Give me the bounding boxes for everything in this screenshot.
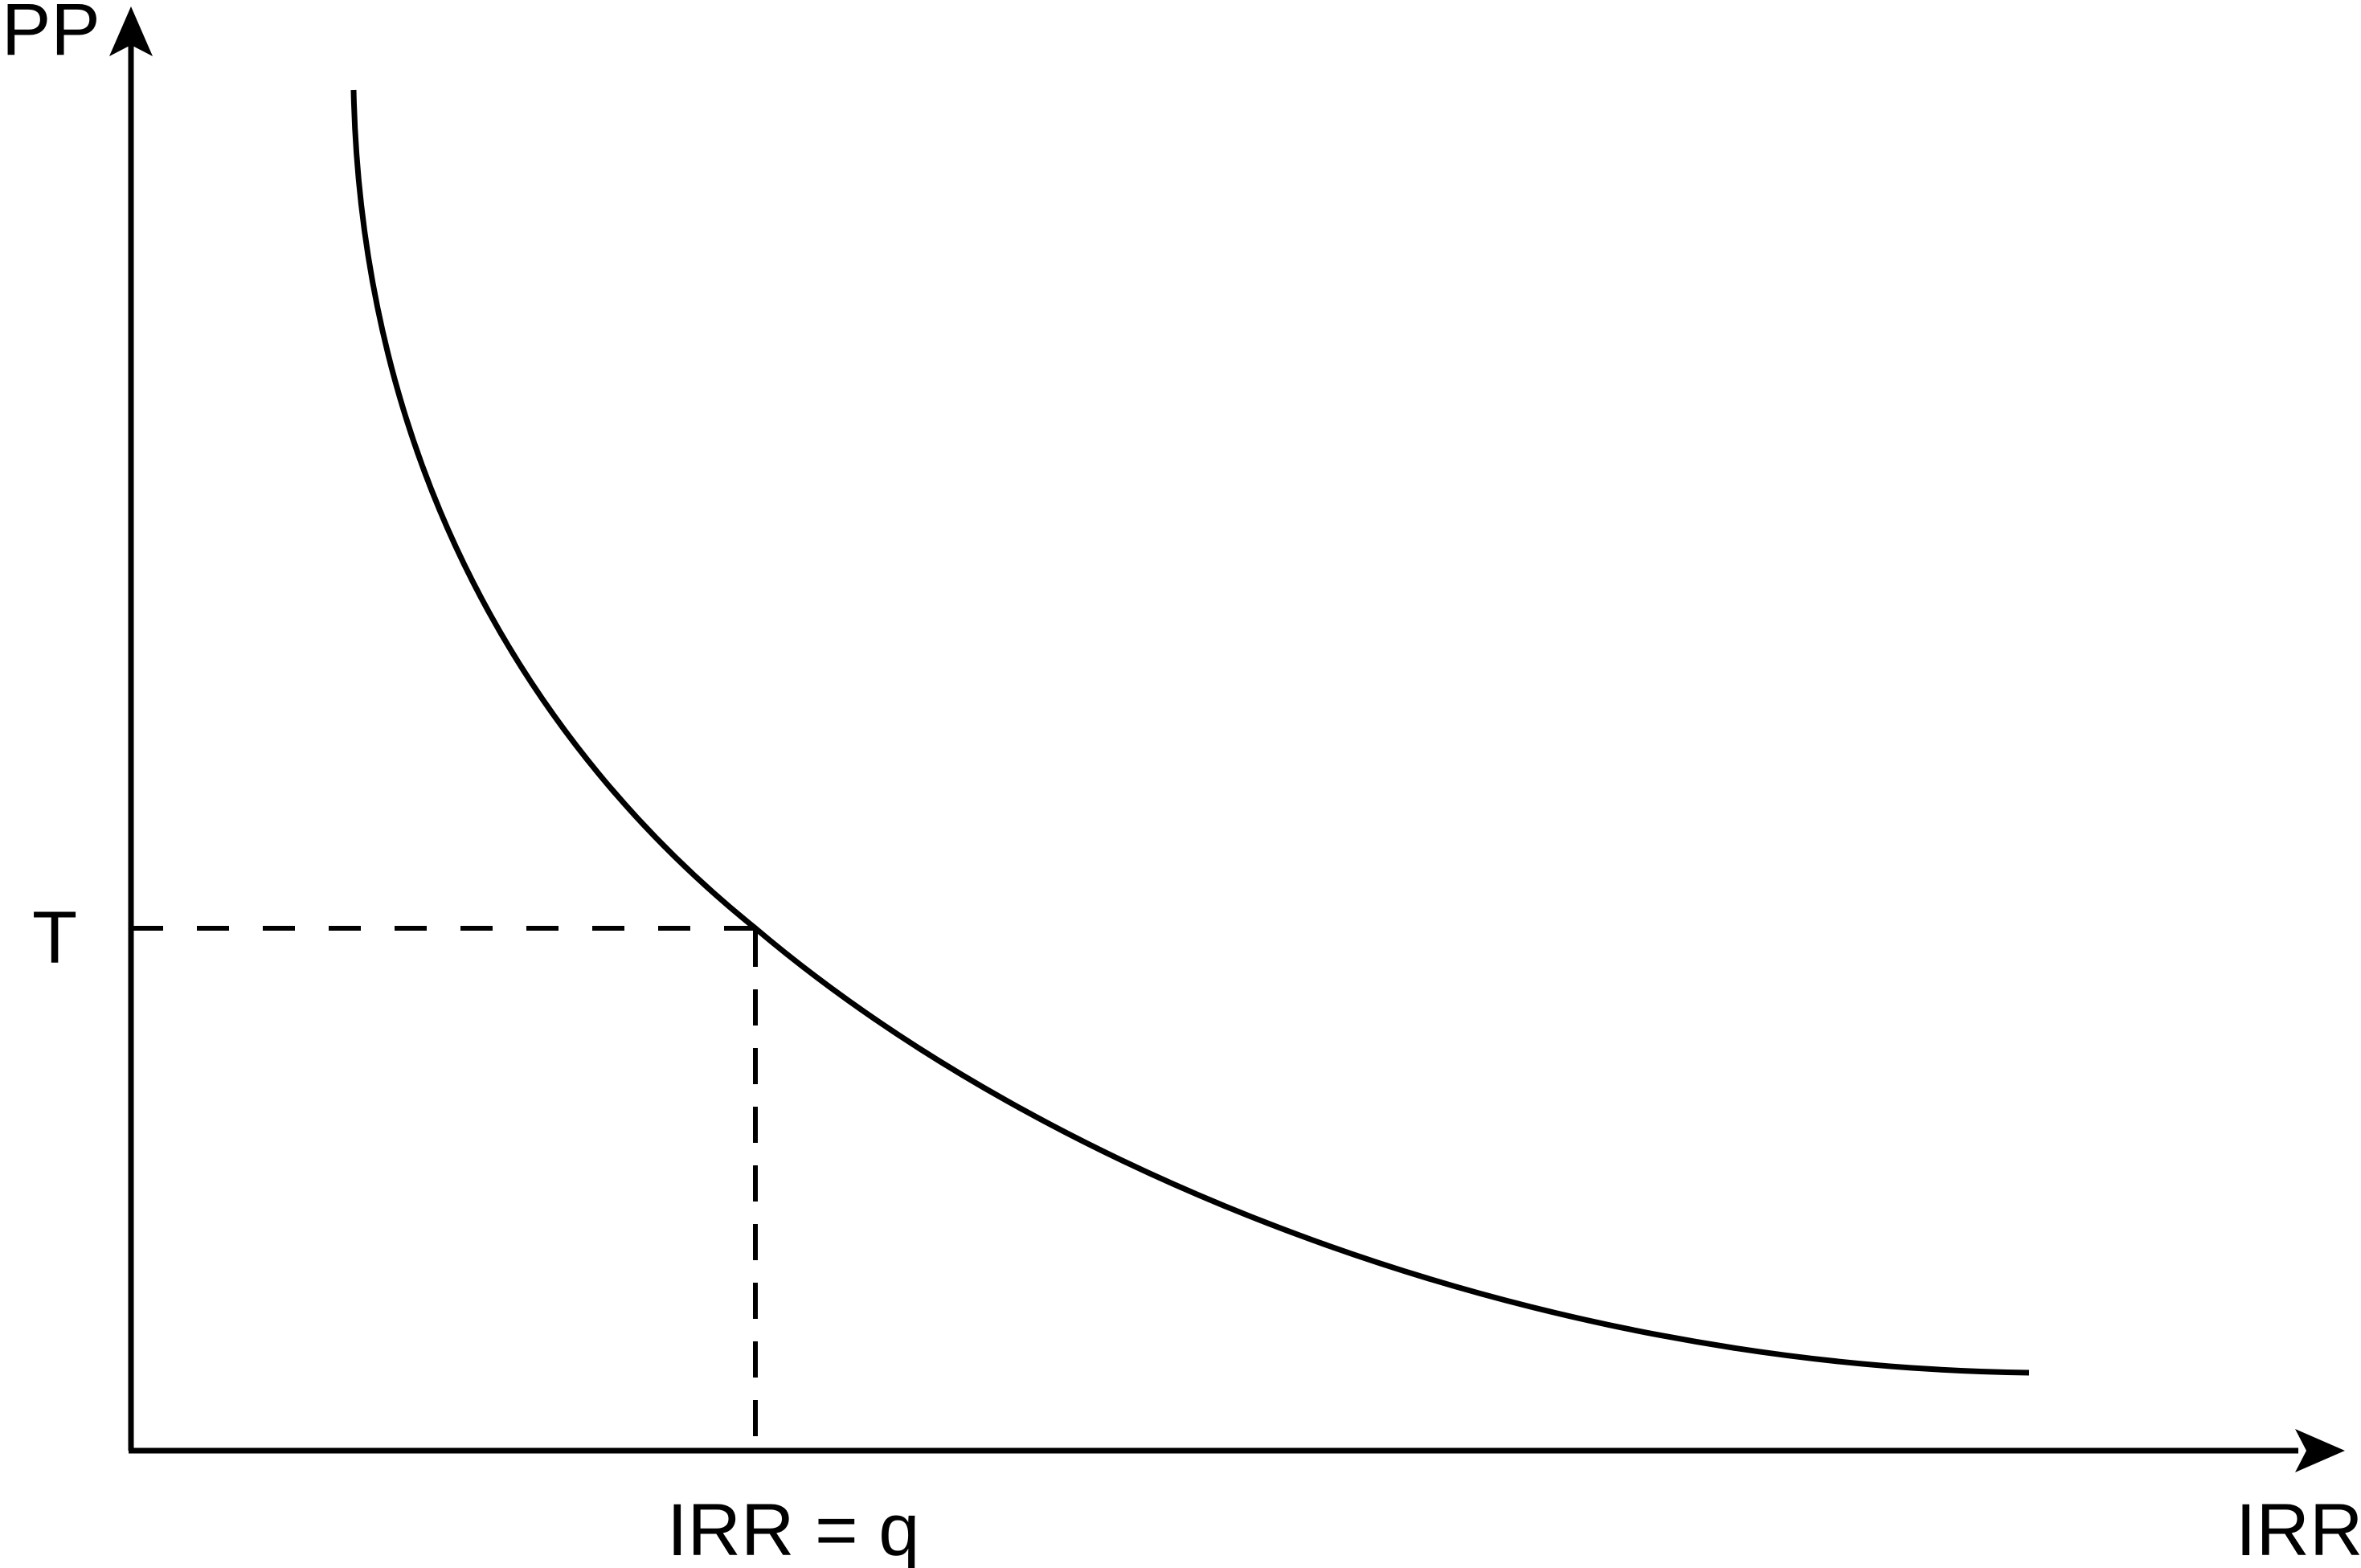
x-axis-arrowhead [2295,1429,2345,1472]
y-axis-label: PP [2,0,100,71]
y-axis-arrowhead [109,6,153,56]
x-axis-label: IRR [2236,1489,2361,1568]
threshold-label: T [32,897,77,979]
intersection-label: IRR = q [667,1489,919,1568]
pp-irr-curve [350,89,2030,1376]
